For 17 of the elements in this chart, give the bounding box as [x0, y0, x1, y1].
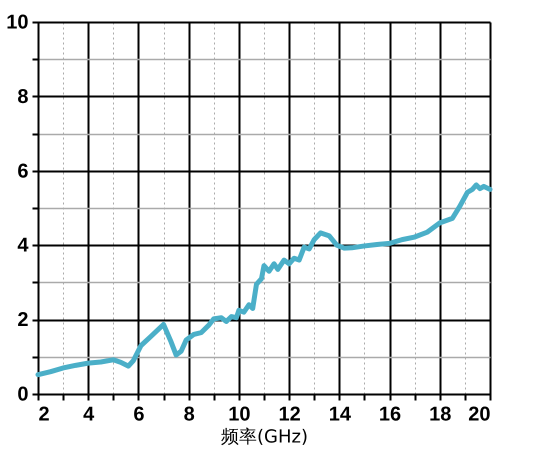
y-tick-label: 10: [6, 12, 28, 34]
y-tick-label: 6: [17, 160, 28, 182]
x-tick-label: 2: [38, 404, 50, 426]
y-tick-label: 2: [17, 309, 28, 332]
x-tick-label: 10: [228, 404, 251, 426]
y-tick-label: 0: [17, 384, 28, 406]
x-tick-label: 12: [278, 404, 301, 426]
x-tick-label: 8: [184, 404, 195, 426]
x-tick-label: 14: [328, 404, 352, 426]
x-axis-title: 频率(GHz): [221, 426, 308, 448]
x-tick-label: 18: [429, 404, 452, 426]
y-tick-label: 8: [17, 86, 28, 108]
x-tick-label: 16: [378, 404, 402, 426]
x-tick-label: 6: [133, 404, 145, 426]
x-tick-label: 20: [468, 404, 490, 426]
y-tick-label: 4: [17, 234, 30, 257]
x-tick-label: 4: [83, 404, 96, 426]
